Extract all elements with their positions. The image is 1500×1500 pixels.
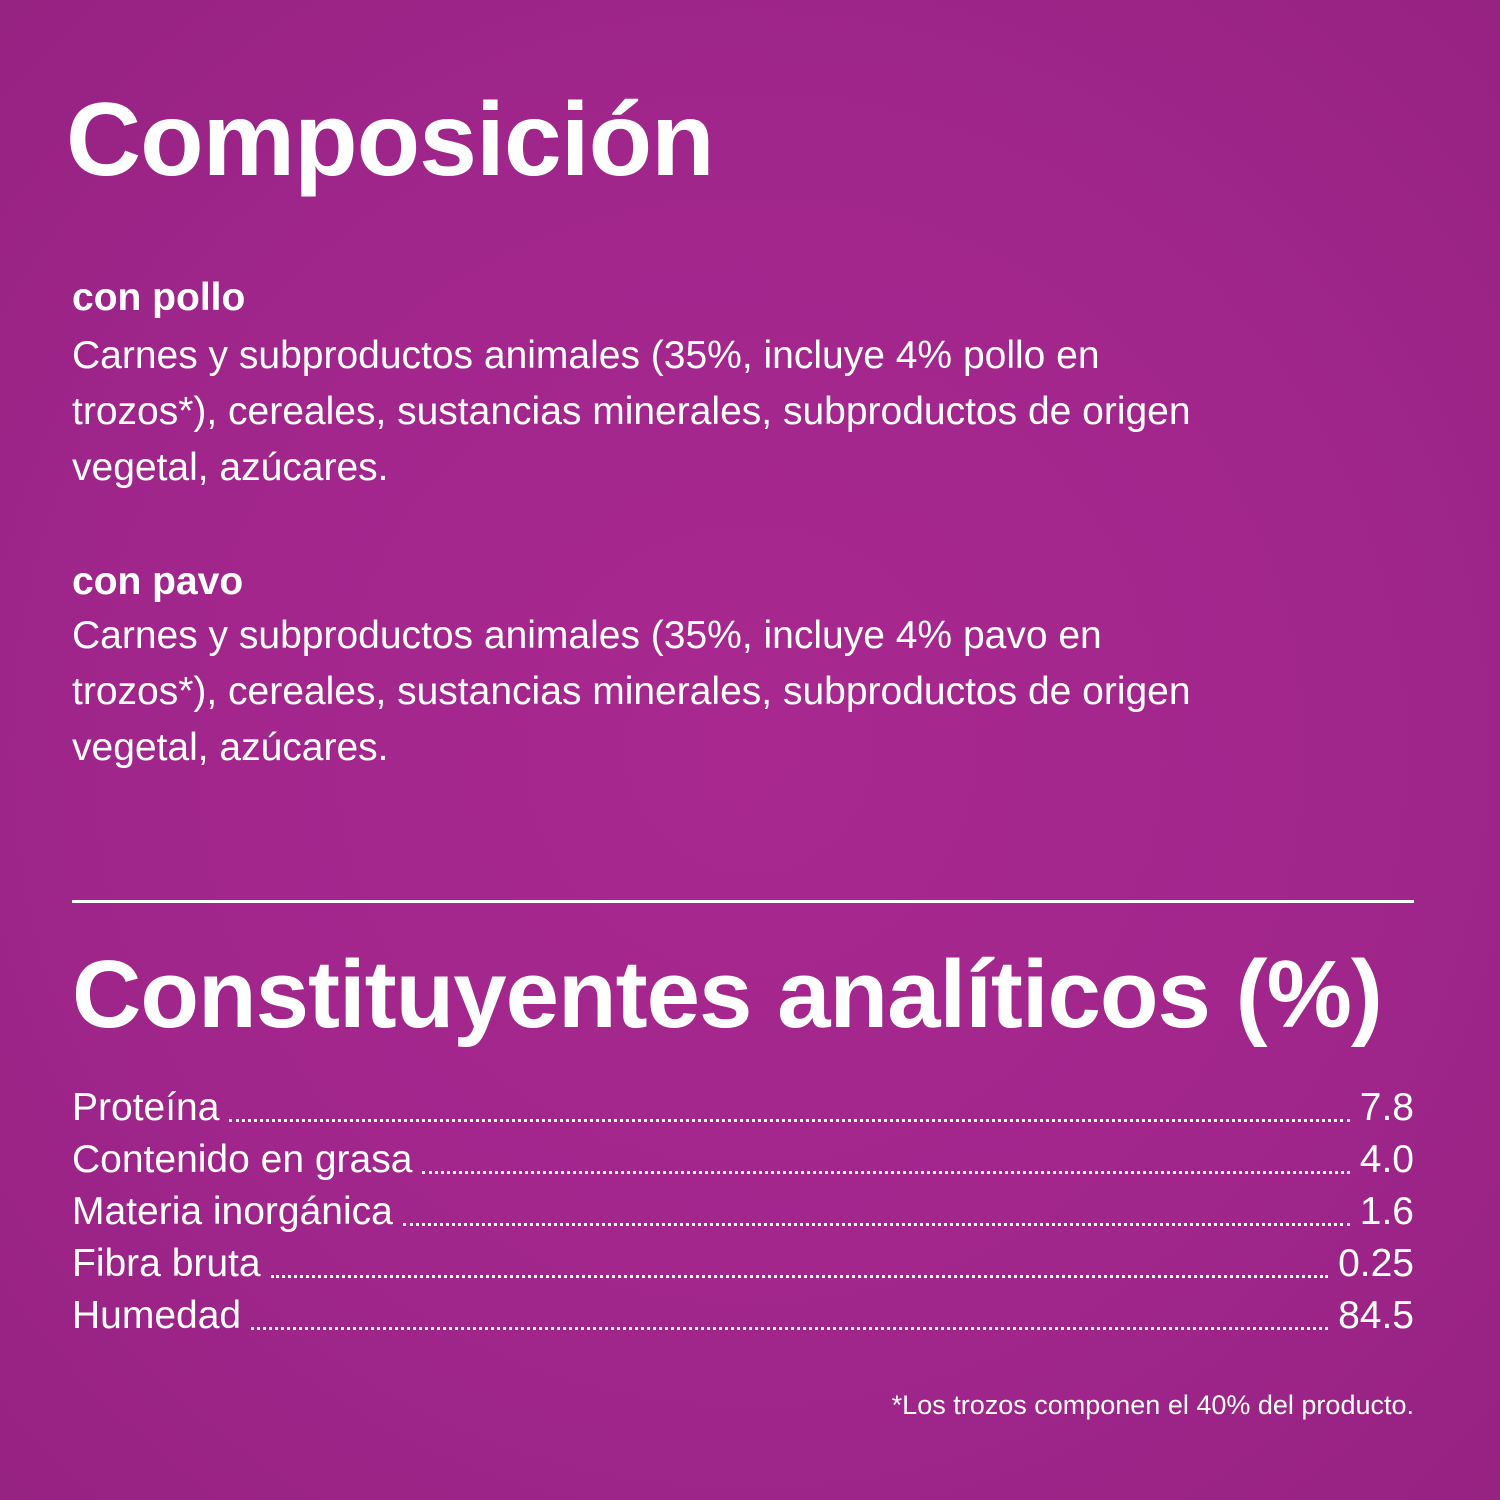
- row-value: 84.5: [1338, 1294, 1414, 1337]
- row-label: Fibra bruta: [72, 1242, 261, 1285]
- variant-text-pollo: Carnes y subproductos animales (35%, inc…: [72, 334, 1191, 489]
- analytical-row-protein: Proteína 7.8: [72, 1082, 1414, 1134]
- variant-text-pavo: Carnes y subproductos animales (35%, inc…: [72, 614, 1191, 769]
- composition-title: Composición: [66, 82, 715, 198]
- analytical-row-ash: Materia inorgánica 1.6: [72, 1186, 1414, 1238]
- variant-heading-pollo: con pollo: [72, 276, 246, 319]
- row-label: Proteína: [72, 1086, 220, 1129]
- dot-leader: [251, 1290, 1329, 1342]
- variant-heading-pavo: con pavo: [72, 560, 244, 603]
- row-label: Materia inorgánica: [72, 1190, 393, 1233]
- row-value: 1.6: [1359, 1190, 1414, 1233]
- analytical-table: Proteína 7.8 Contenido en grasa 4.0 Mate…: [72, 1082, 1414, 1342]
- section-divider: [72, 900, 1414, 903]
- row-label: Humedad: [72, 1294, 242, 1337]
- row-value: 7.8: [1359, 1086, 1414, 1129]
- dot-leader: [402, 1186, 1350, 1238]
- analytical-row-fibre: Fibra bruta 0.25: [72, 1238, 1414, 1290]
- analytical-row-moisture: Humedad 84.5: [72, 1290, 1414, 1342]
- dot-leader: [270, 1238, 1329, 1290]
- row-value: 0.25: [1338, 1242, 1414, 1285]
- footnote: *Los trozos componen el 40% del producto…: [891, 1390, 1414, 1420]
- dot-leader: [422, 1134, 1351, 1186]
- analytical-title: Constituyentes analíticos (%): [72, 941, 1383, 1048]
- dot-leader: [229, 1082, 1351, 1134]
- row-label: Contenido en grasa: [72, 1138, 413, 1181]
- analytical-row-fat: Contenido en grasa 4.0: [72, 1134, 1414, 1186]
- row-value: 4.0: [1359, 1138, 1414, 1181]
